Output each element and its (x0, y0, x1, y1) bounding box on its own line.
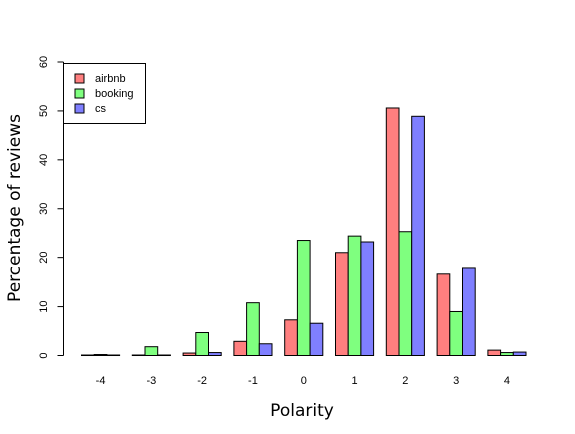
bar-booking--2 (195, 332, 210, 356)
x-tick-label: 1 (351, 375, 357, 387)
bars (81, 107, 527, 357)
y-axis-title: Percentage of reviews (5, 114, 25, 302)
bar-booking-0 (296, 240, 311, 357)
bar-booking-3 (449, 310, 463, 357)
y-tick-label: 10 (38, 300, 50, 312)
legend-swatch-booking (74, 88, 85, 99)
x-axis-title: Polarity (270, 401, 334, 421)
bar-cs-4 (512, 351, 527, 357)
y-tick-label: 40 (38, 154, 50, 166)
y-tick-label: 50 (38, 105, 50, 117)
y-axis: 0 10 20 30 40 50 60 (38, 56, 64, 359)
bar-airbnb--4 (81, 354, 95, 357)
x-tick-label: 0 (301, 375, 307, 387)
bar-airbnb--2 (182, 352, 197, 357)
bar-cs-1 (360, 241, 375, 356)
bar-cs--4 (106, 354, 121, 357)
y-tick-label: 30 (38, 203, 50, 215)
x-tick-label: -2 (197, 375, 207, 387)
bar-airbnb--3 (131, 354, 146, 357)
bar-cs--3 (157, 354, 171, 357)
bar-cs--2 (208, 352, 222, 357)
legend-swatch-airbnb (74, 73, 85, 84)
bar-airbnb-2 (385, 107, 400, 356)
bar-cs-0 (309, 322, 324, 356)
legend: airbnb booking cs (63, 63, 146, 124)
bar-airbnb-0 (284, 319, 298, 356)
legend-label-cs: cs (95, 103, 107, 115)
bar-cs--1 (258, 343, 273, 357)
bar-booking--3 (144, 346, 159, 357)
bar-airbnb-3 (436, 273, 451, 357)
legend-label-airbnb: airbnb (95, 73, 126, 85)
bar-booking-4 (500, 352, 514, 357)
x-tick-label: -1 (248, 375, 258, 387)
x-tick-label: -3 (146, 375, 156, 387)
legend-swatch-cs (74, 103, 85, 114)
x-tick-label: 2 (402, 375, 408, 387)
bar-airbnb-1 (335, 252, 349, 356)
bar-airbnb-4 (487, 349, 502, 357)
x-tick-label: -4 (96, 375, 106, 387)
bar-booking--1 (246, 302, 260, 357)
x-axis-tick-labels: -4 -3 -2 -1 0 1 2 3 4 (96, 375, 510, 387)
bar-booking-1 (347, 235, 362, 356)
y-tick-label: 0 (38, 352, 50, 358)
legend-label-booking: booking (95, 88, 134, 100)
bar-booking--4 (93, 354, 108, 357)
bar-booking-2 (398, 231, 413, 356)
y-tick-label: 20 (38, 252, 50, 264)
y-tick-label: 60 (38, 56, 50, 68)
x-tick-label: 4 (504, 375, 510, 387)
bar-cs-2 (411, 115, 425, 356)
x-tick-label: 3 (453, 375, 459, 387)
bar-cs-3 (462, 267, 476, 357)
bar-airbnb--1 (233, 340, 248, 357)
